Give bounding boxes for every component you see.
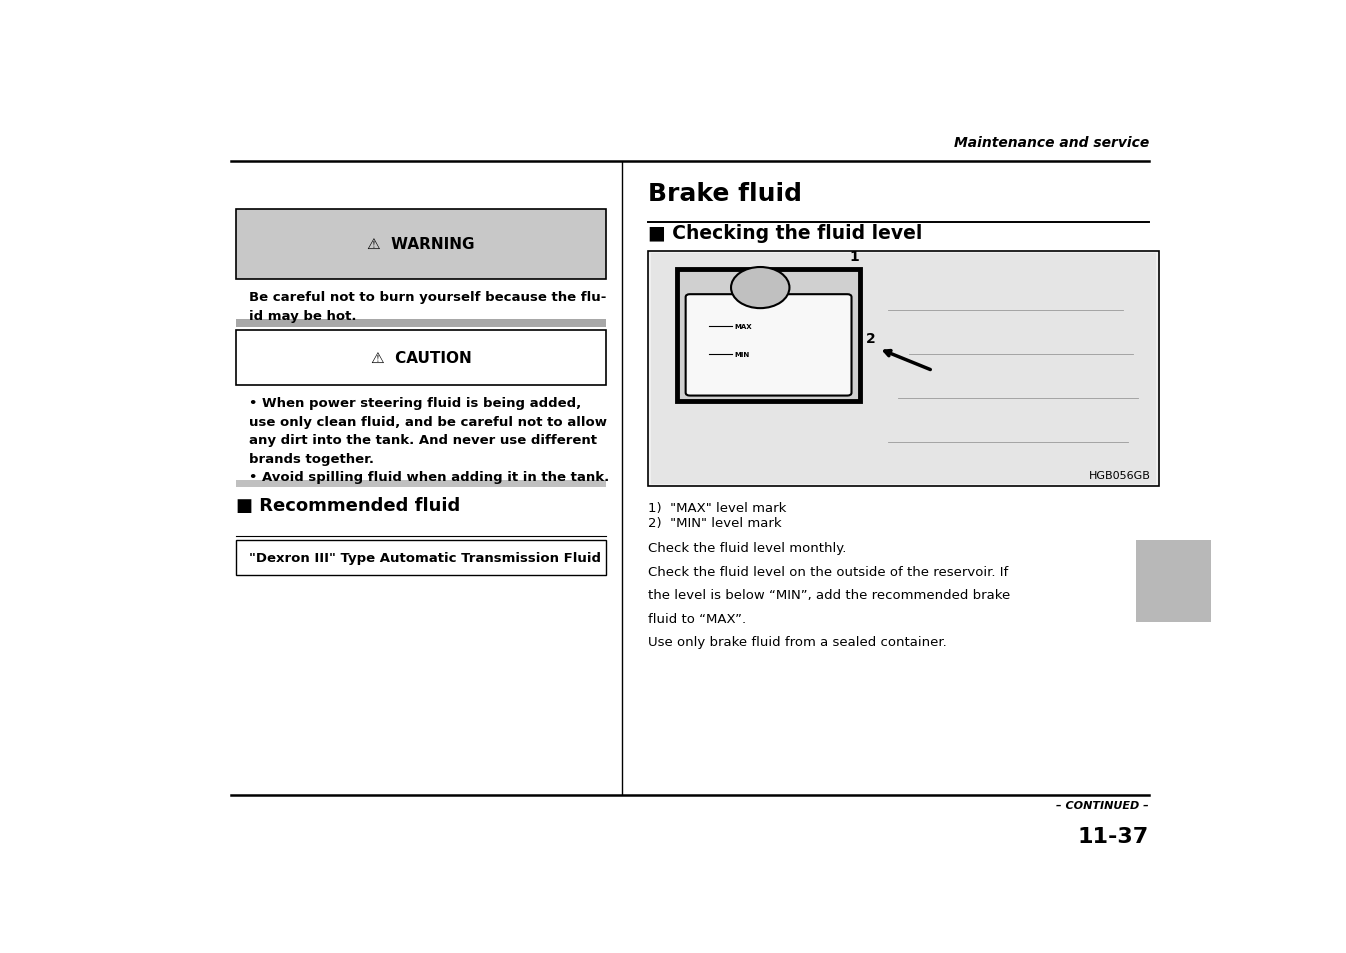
Text: MAX: MAX	[735, 323, 752, 330]
FancyBboxPatch shape	[236, 331, 606, 386]
Text: ■ Checking the fluid level: ■ Checking the fluid level	[649, 224, 922, 243]
Text: 2)  "MIN" level mark: 2) "MIN" level mark	[649, 517, 782, 530]
Text: 2: 2	[865, 332, 875, 346]
Text: ■ Recommended fluid: ■ Recommended fluid	[236, 497, 460, 515]
FancyBboxPatch shape	[649, 252, 1159, 486]
Circle shape	[731, 268, 790, 309]
Text: Brake fluid: Brake fluid	[649, 182, 802, 206]
Text: ⚠  CAUTION: ⚠ CAUTION	[371, 351, 471, 366]
FancyBboxPatch shape	[236, 540, 606, 576]
FancyBboxPatch shape	[1136, 540, 1211, 622]
Text: fluid to “MAX”.: fluid to “MAX”.	[649, 612, 746, 625]
Text: "Dexron III" Type Automatic Transmission Fluid: "Dexron III" Type Automatic Transmission…	[249, 551, 600, 564]
FancyBboxPatch shape	[236, 320, 606, 328]
FancyBboxPatch shape	[236, 480, 606, 488]
Text: ⚠  WARNING: ⚠ WARNING	[367, 237, 475, 253]
Text: MIN: MIN	[735, 352, 750, 357]
Text: the level is below “MIN”, add the recommended brake: the level is below “MIN”, add the recomm…	[649, 588, 1011, 601]
Text: Be careful not to burn yourself because the flu-
id may be hot.: Be careful not to burn yourself because …	[249, 291, 606, 322]
Text: Use only brake fluid from a sealed container.: Use only brake fluid from a sealed conta…	[649, 636, 946, 648]
Text: Maintenance and service: Maintenance and service	[953, 135, 1149, 150]
Text: HGB056GB: HGB056GB	[1089, 471, 1151, 480]
Text: 1)  "MAX" level mark: 1) "MAX" level mark	[649, 502, 786, 515]
Text: 11-37: 11-37	[1078, 826, 1149, 846]
Text: Check the fluid level monthly.: Check the fluid level monthly.	[649, 541, 847, 555]
Text: – CONTINUED –: – CONTINUED –	[1057, 800, 1149, 810]
Text: • When power steering fluid is being added,
use only clean fluid, and be careful: • When power steering fluid is being add…	[249, 396, 608, 484]
FancyBboxPatch shape	[236, 210, 606, 279]
FancyBboxPatch shape	[677, 270, 860, 402]
Text: 1: 1	[849, 250, 860, 264]
Text: Check the fluid level on the outside of the reservoir. If: Check the fluid level on the outside of …	[649, 565, 1008, 578]
FancyBboxPatch shape	[685, 294, 852, 396]
FancyBboxPatch shape	[651, 253, 1156, 484]
